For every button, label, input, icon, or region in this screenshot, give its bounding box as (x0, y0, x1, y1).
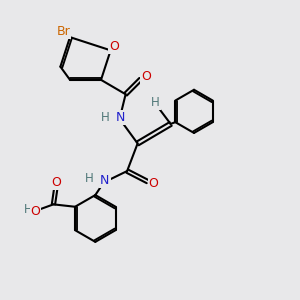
Text: H: H (85, 172, 94, 185)
Text: H: H (101, 111, 110, 124)
Text: O: O (52, 176, 61, 189)
Text: N: N (116, 111, 125, 124)
Text: H: H (151, 97, 160, 110)
Text: H: H (24, 203, 32, 216)
Text: O: O (148, 178, 158, 190)
Text: O: O (31, 205, 40, 218)
Text: Br: Br (56, 25, 70, 38)
Text: O: O (141, 70, 151, 83)
Text: O: O (109, 40, 119, 53)
Text: N: N (100, 175, 110, 188)
